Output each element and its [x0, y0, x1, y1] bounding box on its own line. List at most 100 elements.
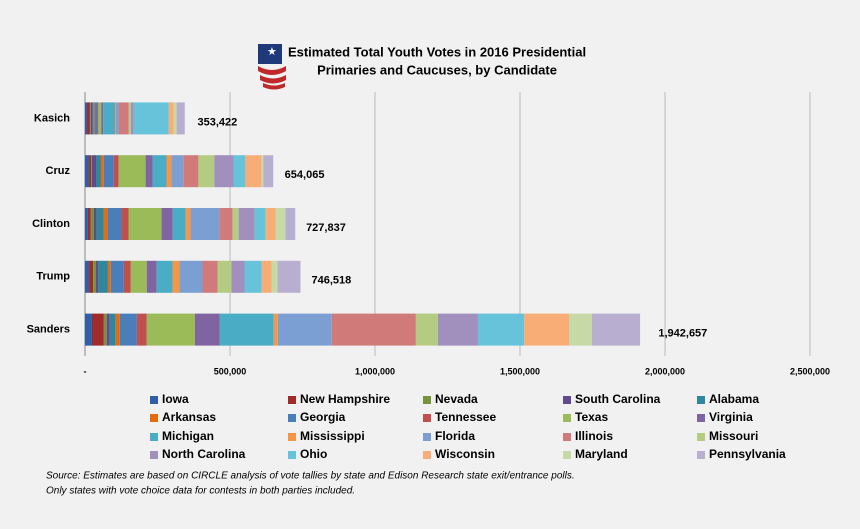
legend-swatch [563, 433, 571, 441]
bar-segment [245, 155, 262, 188]
bar-segment [185, 208, 191, 240]
bar-segment [93, 260, 97, 293]
legend-label: Illinois [575, 429, 613, 443]
bar-segment [161, 208, 173, 240]
bar-segment [96, 208, 104, 240]
chart-title: Primaries and Caucuses, by Candidate [317, 62, 557, 77]
bar-segment [90, 208, 94, 240]
legend-label: Florida [435, 429, 475, 443]
bar-segment [93, 102, 95, 135]
bar-segment [89, 155, 92, 188]
bar-segment [96, 155, 101, 188]
legend-label: New Hampshire [300, 392, 390, 406]
bar-segment [194, 313, 220, 346]
bar-segment [232, 208, 239, 240]
legend-label: Texas [575, 410, 608, 424]
bar-segment [217, 260, 232, 293]
bar-segment [113, 155, 119, 188]
bar-segment [285, 208, 296, 240]
legend-label: Mississippi [300, 429, 365, 443]
legend-label: Pennsylvania [709, 447, 786, 461]
bar-segment [107, 260, 111, 293]
bar-segment [85, 155, 90, 188]
legend-swatch [563, 451, 571, 459]
legend-label: Arkansas [162, 410, 216, 424]
total-label: 727,837 [306, 222, 346, 234]
bar-segment [219, 313, 274, 346]
legend-swatch [423, 414, 431, 422]
bar-segment [190, 208, 220, 240]
bar-segment [254, 208, 266, 240]
bar-segment [85, 260, 90, 293]
total-label: 746,518 [311, 275, 351, 287]
bar-segment [277, 313, 332, 346]
x-tick-label: 1,000,000 [355, 366, 395, 376]
bar-segment [331, 313, 416, 346]
bar-segment [103, 313, 107, 346]
bar-segment [98, 260, 108, 293]
bar-segment [101, 102, 104, 135]
bar-segment [103, 208, 108, 240]
bar-segment [128, 208, 162, 240]
bar-segment [261, 155, 264, 188]
bar-segment [103, 102, 116, 135]
legend-label: Tennessee [435, 410, 496, 424]
bar-segment [85, 208, 88, 240]
bar-segment [202, 260, 218, 293]
bar-segment [118, 155, 146, 188]
legend-label: Georgia [300, 410, 346, 424]
legend-label: Virginia [709, 410, 753, 424]
logo: ★ [258, 44, 286, 90]
bar-segment [168, 102, 174, 135]
bar-segment [110, 260, 124, 293]
bar-segment [89, 102, 91, 135]
bar-segment [103, 155, 114, 188]
legend-swatch [150, 433, 158, 441]
legend-swatch [150, 414, 158, 422]
bar-segment [244, 260, 262, 293]
legend-swatch [563, 414, 571, 422]
legend-swatch [288, 433, 296, 441]
bar-segment [152, 155, 167, 188]
bar-segment [98, 102, 102, 135]
bar-segment [116, 102, 119, 135]
bar-segment [97, 102, 99, 135]
legend-swatch [288, 414, 296, 422]
legend-label: Nevada [435, 392, 478, 406]
y-tick-label: Clinton [32, 218, 70, 230]
bar-segment [172, 208, 186, 240]
bar-segment [231, 260, 245, 293]
bar-segment [146, 313, 195, 346]
legend-swatch [563, 396, 571, 404]
legend-swatch [697, 396, 705, 404]
x-tick-label: 2,500,000 [790, 366, 830, 376]
bar-segment [183, 155, 199, 188]
bar-segment [89, 260, 94, 293]
legend-swatch [697, 414, 705, 422]
bar-segment [85, 102, 88, 135]
legend-label: Maryland [575, 447, 628, 461]
bar-segment [569, 313, 592, 346]
bar-segment [277, 260, 301, 293]
bar-segment [93, 208, 97, 240]
legend-swatch [150, 396, 158, 404]
bar-segment [115, 102, 117, 135]
chart-title: Estimated Total Youth Votes in 2016 Pres… [288, 44, 586, 59]
bar-segment [119, 313, 137, 346]
legend-swatch [423, 451, 431, 459]
bar-segment [166, 155, 172, 188]
bar-segment [136, 313, 147, 346]
bar-segment [171, 155, 184, 188]
svg-text:★: ★ [267, 46, 277, 58]
bar-segment [524, 313, 570, 346]
bar-segment [109, 313, 116, 346]
legend-label: Ohio [300, 447, 327, 461]
bar-segment [90, 102, 93, 135]
bar-segment [145, 155, 153, 188]
legend-swatch [423, 433, 431, 441]
legend-label: Iowa [162, 392, 189, 406]
bar-segment [87, 102, 90, 135]
bar-segment [87, 208, 91, 240]
source-note: Source: Estimates are based on CIRCLE an… [46, 471, 575, 482]
